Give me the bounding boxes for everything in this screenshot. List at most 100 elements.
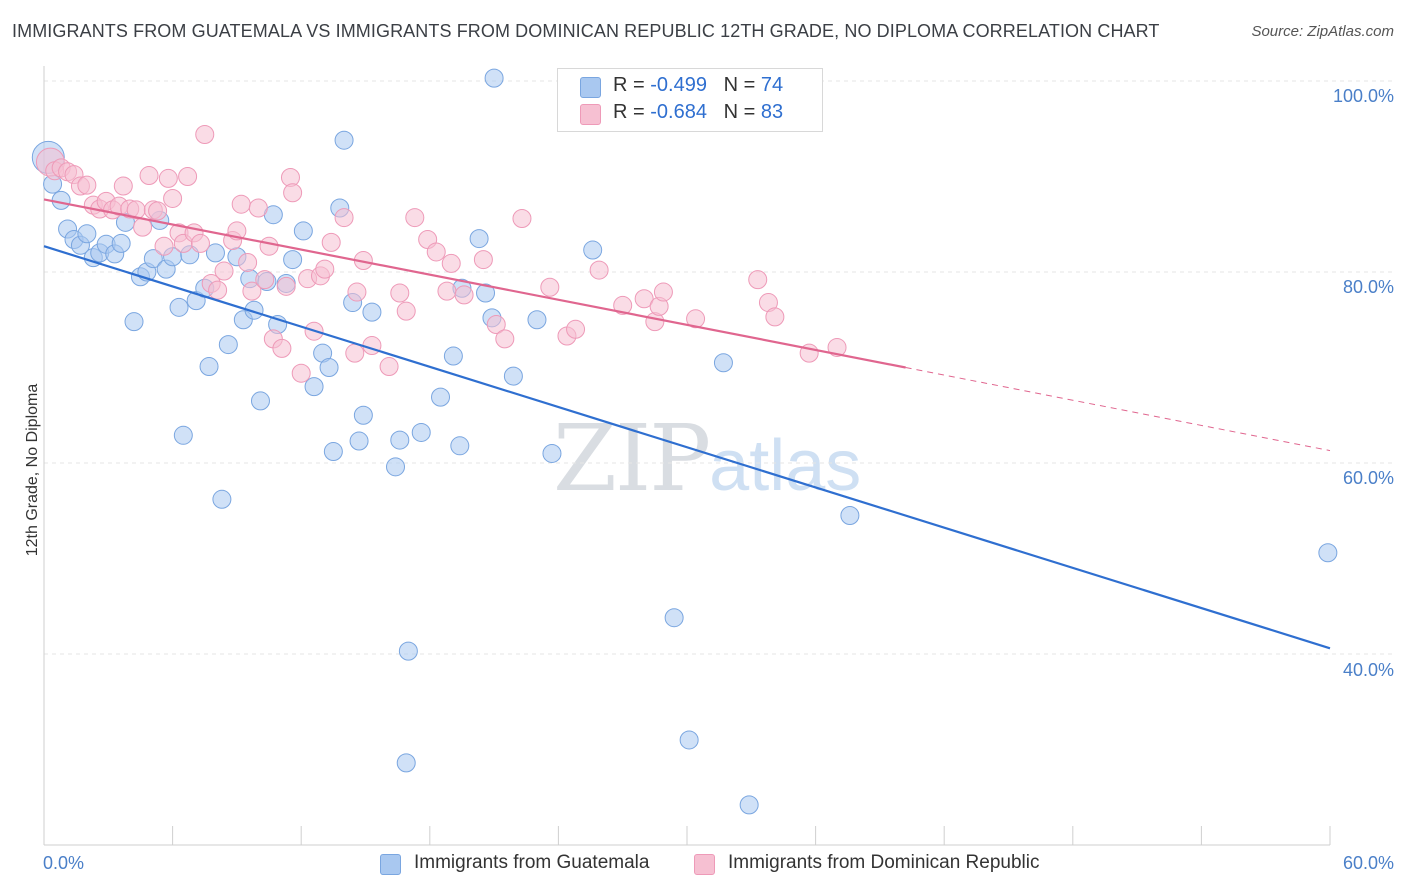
trend-lines bbox=[43, 198, 1331, 650]
dominican-point bbox=[653, 282, 673, 302]
legend-swatch-pink bbox=[580, 104, 601, 125]
chart-title: IMMIGRANTS FROM GUATEMALA VS IMMIGRANTS … bbox=[12, 21, 1160, 41]
guatemala-points bbox=[31, 68, 1338, 815]
dominican-point bbox=[231, 194, 251, 214]
n-value: 83 bbox=[760, 101, 784, 123]
dominican-point bbox=[242, 281, 262, 301]
guatemala-point bbox=[293, 221, 313, 241]
dominican-point bbox=[321, 232, 341, 252]
dominican-point bbox=[195, 124, 215, 144]
dominican-point bbox=[634, 289, 654, 309]
dominican-point bbox=[473, 250, 493, 270]
guatemala-point bbox=[386, 457, 406, 477]
dominican-trend-line bbox=[43, 198, 906, 369]
guatemala-point bbox=[353, 405, 373, 425]
guatemala-point bbox=[411, 422, 431, 442]
dominican-point bbox=[686, 309, 706, 329]
guatemala-point bbox=[664, 608, 684, 628]
guatemala-point bbox=[1318, 543, 1338, 563]
guatemala-point bbox=[205, 243, 225, 263]
y-tick-label: 40.0% bbox=[1342, 660, 1394, 680]
guatemala-trend-line bbox=[43, 245, 1331, 650]
dominican-point bbox=[163, 188, 183, 208]
guatemala-point bbox=[124, 312, 144, 332]
source-credit: Source: ZipAtlas.com bbox=[1251, 23, 1394, 40]
n-label: N = bbox=[723, 101, 756, 123]
guatemala-point bbox=[484, 68, 504, 88]
dominican-point bbox=[613, 295, 633, 315]
dominican-point bbox=[345, 343, 365, 363]
y-axis-label: 12th Grade, No Diploma bbox=[24, 383, 41, 557]
dominican-point bbox=[77, 175, 97, 195]
dominican-point bbox=[238, 252, 258, 272]
dominican-point bbox=[148, 201, 168, 221]
dominican-trend-extension bbox=[905, 367, 1331, 452]
n-value: 74 bbox=[760, 74, 784, 96]
guatemala-point bbox=[450, 436, 470, 456]
dominican-point bbox=[259, 236, 279, 256]
dominican-point bbox=[178, 167, 198, 186]
bottom-legend-label: Immigrants from Guatemala bbox=[414, 852, 650, 873]
bottom-legend-swatch-pink bbox=[694, 854, 715, 875]
dominican-point bbox=[255, 270, 275, 290]
guatemala-point bbox=[323, 442, 343, 462]
guatemala-point bbox=[583, 240, 603, 260]
guatemala-point bbox=[143, 249, 163, 269]
guatemala-point bbox=[111, 233, 131, 253]
guatemala-point bbox=[77, 224, 97, 244]
guatemala-point bbox=[443, 346, 463, 366]
r-value: -0.684 bbox=[650, 101, 707, 123]
legend-swatch-blue bbox=[580, 77, 601, 98]
dominican-point bbox=[208, 280, 228, 300]
dominican-point bbox=[347, 282, 367, 302]
guatemala-point bbox=[398, 641, 418, 661]
dominican-point bbox=[214, 261, 234, 281]
guatemala-point bbox=[503, 366, 523, 386]
guatemala-point bbox=[212, 489, 232, 509]
bottom-legend-swatch-blue bbox=[380, 854, 401, 875]
dominican-point bbox=[454, 285, 474, 305]
guatemala-point bbox=[334, 130, 354, 150]
dominican-point bbox=[315, 259, 335, 279]
guatemala-point bbox=[713, 353, 733, 373]
guatemala-point bbox=[542, 443, 562, 463]
dominican-point bbox=[426, 242, 446, 262]
dominican-point bbox=[566, 319, 586, 339]
dominican-point bbox=[276, 276, 296, 296]
guatemala-point bbox=[169, 297, 189, 317]
dominican-point bbox=[405, 208, 425, 228]
guatemala-point bbox=[396, 753, 416, 773]
guatemala-point bbox=[390, 430, 410, 450]
dominican-point bbox=[158, 168, 178, 188]
dominican-point bbox=[272, 338, 292, 358]
watermark: ZIPatlas bbox=[553, 405, 861, 512]
dominican-point bbox=[154, 236, 174, 256]
x-tick-label-max: 60.0% bbox=[1342, 853, 1394, 873]
guatemala-point bbox=[476, 283, 496, 303]
dominican-point bbox=[248, 198, 268, 218]
guatemala-point bbox=[250, 391, 270, 411]
guatemala-point bbox=[431, 387, 451, 407]
r-value: -0.499 bbox=[650, 74, 707, 96]
guatemala-point bbox=[319, 358, 339, 377]
dominican-point bbox=[437, 281, 457, 301]
guatemala-point bbox=[173, 425, 193, 445]
dominican-point bbox=[512, 209, 532, 229]
guatemala-point bbox=[469, 229, 489, 249]
dominican-point bbox=[379, 357, 399, 377]
dominican-point bbox=[827, 337, 847, 357]
guatemala-point bbox=[283, 250, 303, 270]
dominican-point bbox=[589, 260, 609, 280]
guatemala-point bbox=[527, 310, 547, 330]
y-tick-label: 80.0% bbox=[1342, 277, 1394, 297]
n-label: N = bbox=[723, 74, 756, 96]
guatemala-point bbox=[199, 357, 219, 377]
correlation-legend: R = -0.499 N = 74 R = -0.684 N = 83 bbox=[557, 68, 823, 132]
guatemala-point bbox=[349, 431, 369, 451]
guatemala-point bbox=[739, 795, 759, 815]
guatemala-point bbox=[304, 377, 324, 397]
dominican-point bbox=[139, 166, 159, 186]
dominican-point bbox=[291, 363, 311, 383]
watermark-zip: ZIP bbox=[553, 405, 711, 512]
